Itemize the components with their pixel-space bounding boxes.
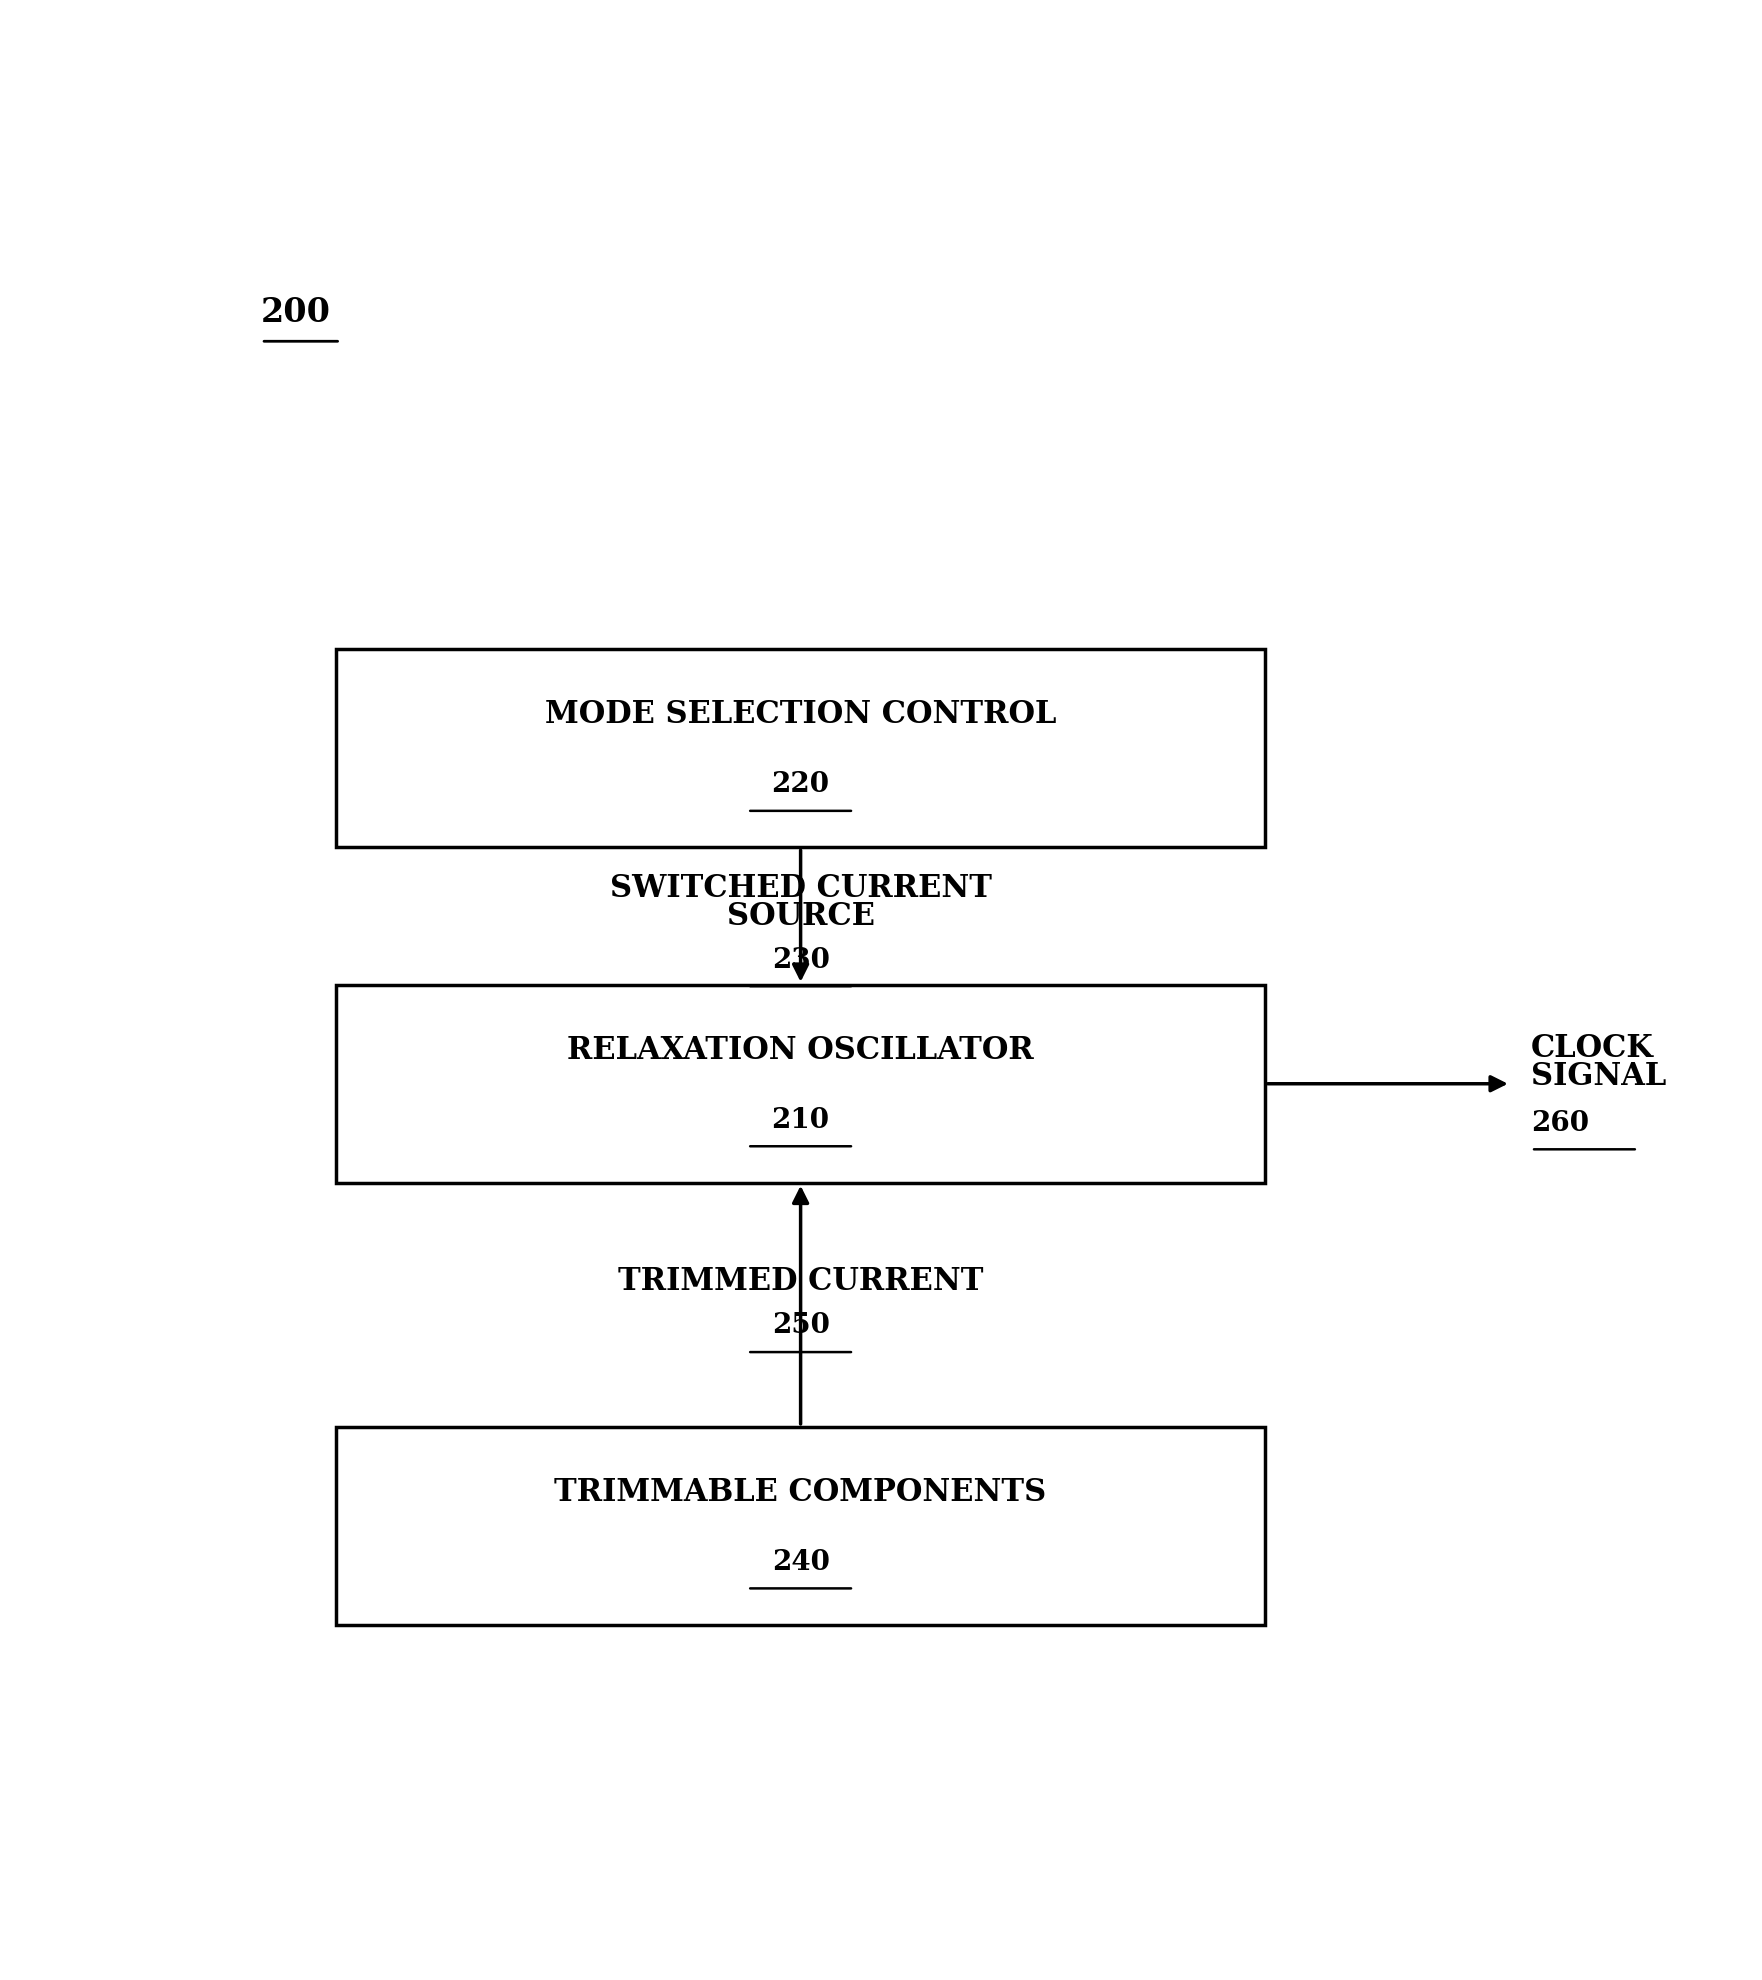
Text: 230: 230 bbox=[772, 946, 830, 974]
Text: TRIMMED CURRENT: TRIMMED CURRENT bbox=[618, 1267, 983, 1297]
Text: SIGNAL: SIGNAL bbox=[1531, 1061, 1667, 1091]
Text: RELAXATION OSCILLATOR: RELAXATION OSCILLATOR bbox=[567, 1036, 1034, 1065]
Text: SOURCE: SOURCE bbox=[726, 901, 874, 931]
Bar bbox=[337, 1428, 1265, 1626]
Text: 260: 260 bbox=[1531, 1109, 1589, 1137]
Text: MODE SELECTION CONTROL: MODE SELECTION CONTROL bbox=[544, 699, 1055, 731]
Text: 240: 240 bbox=[772, 1548, 830, 1576]
Text: 220: 220 bbox=[772, 770, 830, 798]
Text: 250: 250 bbox=[772, 1313, 830, 1338]
Bar bbox=[337, 649, 1265, 847]
Bar bbox=[337, 984, 1265, 1182]
Text: SWITCHED CURRENT: SWITCHED CURRENT bbox=[610, 873, 992, 905]
Text: 200: 200 bbox=[261, 295, 331, 329]
Text: 210: 210 bbox=[772, 1107, 830, 1135]
Text: CLOCK: CLOCK bbox=[1531, 1034, 1655, 1063]
Text: TRIMMABLE COMPONENTS: TRIMMABLE COMPONENTS bbox=[555, 1477, 1047, 1509]
